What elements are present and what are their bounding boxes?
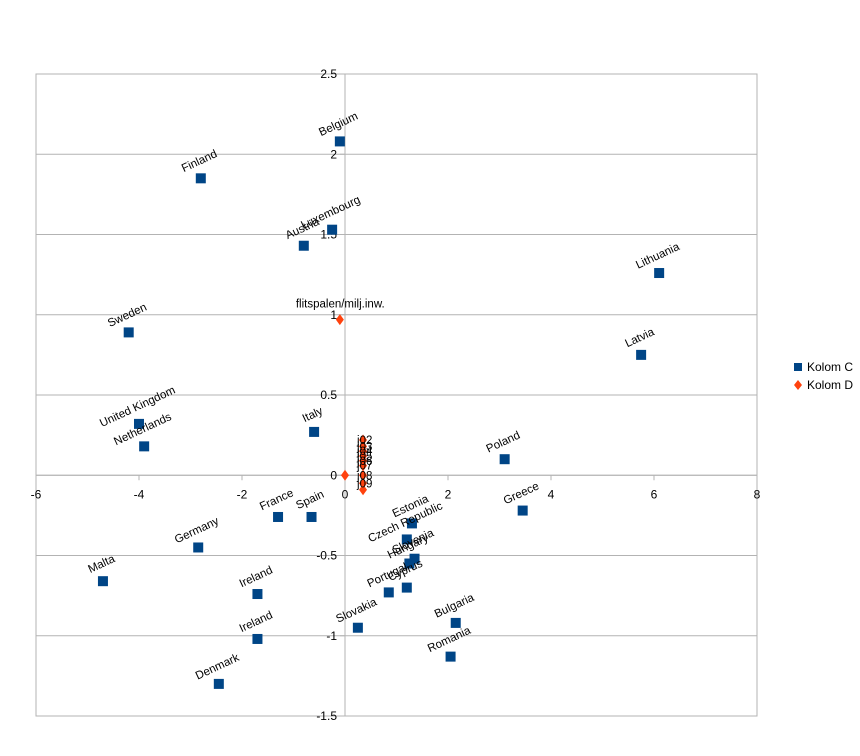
data-label: j09 xyxy=(356,478,372,490)
data-label: j05 xyxy=(356,451,372,463)
y-tick-label: -1 xyxy=(326,629,337,643)
data-label: j02 xyxy=(356,435,372,447)
y-tick-label: -0.5 xyxy=(316,549,337,563)
data-points xyxy=(97,136,665,689)
data-point-diamond xyxy=(341,469,349,481)
data-point-square xyxy=(654,268,665,279)
data-label: Ireland xyxy=(238,609,275,635)
legend-label: Kolom C xyxy=(807,360,853,374)
data-point-square xyxy=(309,426,320,437)
y-tick-label: 2 xyxy=(330,147,337,161)
data-label: Lithuania xyxy=(634,241,682,272)
data-point-square xyxy=(334,136,345,147)
data-point-square xyxy=(499,454,510,465)
data-point-square xyxy=(306,511,317,522)
data-point-square xyxy=(139,441,150,452)
data-label: Finland xyxy=(180,148,219,175)
data-point-square xyxy=(445,651,456,662)
data-point-square xyxy=(406,518,417,529)
data-label: Denmark xyxy=(194,652,242,683)
data-point-square xyxy=(273,511,284,522)
data-point-square xyxy=(401,534,412,545)
data-label: Ireland xyxy=(238,564,275,590)
data-point-square xyxy=(450,617,461,628)
x-tick-label: -4 xyxy=(134,487,145,501)
data-point-diamond xyxy=(359,469,368,481)
data-point-square xyxy=(123,327,134,338)
data-point-square xyxy=(352,622,363,633)
data-label: Malta xyxy=(86,553,117,576)
data-point-square xyxy=(97,576,108,587)
x-tick-label: 6 xyxy=(651,487,658,501)
y-tick-label: 2.5 xyxy=(320,67,337,81)
data-label: flitspalen/milj.inw. xyxy=(296,299,385,311)
data-point-square xyxy=(252,589,263,600)
y-tick-label: -1.5 xyxy=(316,709,337,723)
data-label: Italy xyxy=(301,405,325,425)
data-label: Germany xyxy=(173,515,221,546)
grid-lines xyxy=(35,73,758,717)
data-point-diamond xyxy=(359,477,368,489)
data-point-square xyxy=(401,582,412,593)
data-point-square xyxy=(327,224,338,235)
data-point-diamond xyxy=(359,484,368,496)
data-point-square xyxy=(383,587,394,598)
data-label: Slovakia xyxy=(334,596,379,626)
data-point-square xyxy=(404,558,415,569)
data-point-square xyxy=(252,633,263,644)
data-label: Sweden xyxy=(106,301,149,329)
legend: Kolom C Kolom D xyxy=(794,360,853,392)
data-label: Belgium xyxy=(317,110,360,138)
data-label: Bulgaria xyxy=(433,592,477,621)
data-point-square xyxy=(298,240,309,251)
data-label: j03 xyxy=(356,441,372,453)
x-tick-label: 2 xyxy=(445,487,452,501)
data-label: Romania xyxy=(426,624,473,655)
y-tick-label: 0.5 xyxy=(320,388,337,402)
data-point-square xyxy=(193,542,204,553)
data-label: j07 xyxy=(356,461,372,473)
plot-border xyxy=(35,73,758,717)
data-label: Greece xyxy=(502,480,541,507)
y-tick-label: 1 xyxy=(330,308,337,322)
x-tick-label: -6 xyxy=(31,487,42,501)
y-tick-label: 0 xyxy=(330,468,337,482)
data-label: j08 xyxy=(356,470,372,482)
axes xyxy=(35,73,758,717)
data-point-diamond xyxy=(359,434,368,446)
data-point-square xyxy=(213,678,224,689)
data-point-square xyxy=(195,173,206,184)
data-point-square xyxy=(134,418,144,429)
legend-marker-square xyxy=(794,363,802,371)
legend-label: Kolom D xyxy=(807,378,853,392)
data-point-square xyxy=(409,553,420,564)
data-point-diamond xyxy=(359,460,368,472)
x-tick-label: 4 xyxy=(548,487,555,501)
x-tick-label: 8 xyxy=(754,487,761,501)
data-label: j06 xyxy=(356,456,372,468)
data-label: Latvia xyxy=(623,326,656,350)
data-point-diamond xyxy=(335,314,344,326)
x-tick-label: 0 xyxy=(342,487,349,501)
x-tick-label: -2 xyxy=(237,487,248,501)
data-label: Poland xyxy=(485,429,523,455)
data-label: France xyxy=(258,487,296,513)
data-label: j04 xyxy=(356,446,373,458)
data-label: Spain xyxy=(294,489,326,512)
data-point-square xyxy=(636,349,647,360)
legend-marker-diamond xyxy=(794,380,802,390)
data-point-square xyxy=(517,505,528,516)
